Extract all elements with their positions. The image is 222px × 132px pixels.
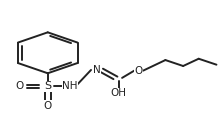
Text: N: N [93,65,100,75]
Text: O: O [44,101,52,111]
Text: O: O [135,66,143,76]
Text: OH: OH [111,88,127,98]
Text: NH: NH [62,81,78,91]
Text: S: S [44,81,51,91]
Text: O: O [16,81,24,91]
